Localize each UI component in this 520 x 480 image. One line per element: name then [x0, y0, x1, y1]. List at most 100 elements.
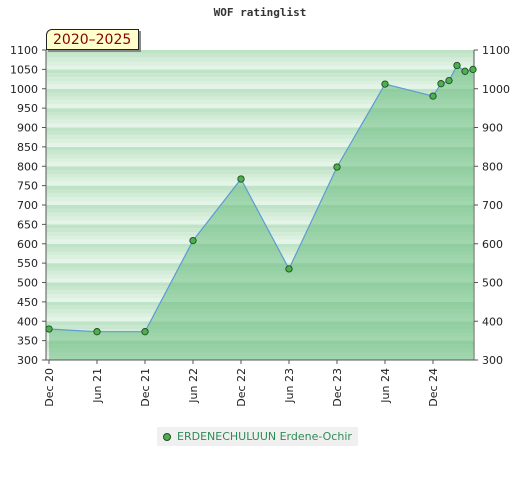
plot-band	[46, 108, 474, 112]
y-tick-label-left: 900	[17, 122, 38, 135]
legend-marker-icon	[163, 432, 171, 441]
plot-band	[46, 127, 474, 132]
data-point	[469, 65, 477, 74]
y-tick-label-left: 550	[17, 257, 38, 270]
y-tick-label-left: 350	[17, 335, 38, 348]
plot-band	[46, 177, 474, 182]
chart-title: WOF ratinglist	[213, 6, 307, 19]
plot-band	[46, 150, 474, 155]
plot-band	[46, 189, 474, 194]
plot-band	[46, 166, 474, 171]
x-tick-label: Jun 22	[187, 368, 200, 404]
plot-band	[46, 65, 474, 70]
legend-label: ERDENECHULUUN Erdene-Ochir	[177, 430, 352, 443]
plot-band	[46, 197, 474, 202]
plot-band	[46, 92, 474, 97]
x-tick-label: Dec 20	[43, 368, 56, 407]
plot-band	[46, 112, 474, 116]
data-point	[93, 328, 101, 336]
y-tick-label-left: 950	[17, 102, 38, 115]
data-point	[461, 67, 469, 75]
y-tick-label-right: 800	[482, 160, 503, 173]
data-point	[453, 61, 461, 70]
plot-band	[46, 174, 474, 178]
plot-band	[46, 104, 474, 109]
legend: ERDENECHULUUN Erdene-Ochir	[157, 427, 358, 446]
y-tick-label-right: 300	[482, 354, 503, 367]
data-point	[445, 76, 453, 85]
plot-band	[46, 53, 474, 58]
x-tick-label: Dec 24	[427, 368, 440, 407]
plot-band	[46, 50, 474, 54]
y-tick-label-right: 400	[482, 315, 503, 328]
x-tick-label: Dec 21	[139, 368, 152, 407]
plot-band	[46, 119, 474, 124]
data-point	[437, 80, 445, 88]
plot-band	[46, 193, 474, 198]
plot-band	[46, 185, 474, 190]
data-point	[237, 175, 245, 183]
plot-band	[46, 131, 474, 136]
y-tick-label-left: 450	[17, 296, 38, 309]
x-tick-label: Dec 23	[331, 368, 344, 407]
plot-band	[46, 135, 474, 140]
data-point	[429, 92, 437, 100]
series-markers-group	[45, 61, 477, 336]
plot-band	[46, 154, 474, 159]
plot-band	[46, 162, 474, 167]
y-tick-label-left: 800	[17, 160, 38, 173]
plot-band	[46, 69, 474, 74]
y-tick-label-left: 500	[17, 277, 38, 290]
y-tick-label-left: 1000	[10, 83, 38, 96]
y-tick-label-left: 850	[17, 141, 38, 154]
plot-band	[46, 139, 474, 143]
plot-band	[46, 81, 474, 85]
plot-band	[46, 57, 474, 62]
y-tick-label-left: 700	[17, 199, 38, 212]
data-point	[333, 163, 341, 171]
y-tick-label-right: 500	[482, 277, 503, 290]
data-point	[285, 265, 293, 273]
plot-band	[46, 88, 474, 93]
plot-band	[46, 205, 474, 209]
axes-group: 300 350 400 450 500 550 600 650 700 750 800 850 900 9…	[10, 44, 510, 407]
plot-band	[46, 170, 474, 174]
plot-band	[46, 208, 474, 213]
y-tick-label-right: 600	[482, 238, 503, 251]
plot-band	[46, 146, 474, 151]
x-tick-label: Jun 24	[379, 368, 392, 404]
y-tick-label-left: 300	[17, 354, 38, 367]
plot-band	[46, 100, 474, 105]
data-point	[45, 325, 53, 333]
plot-band	[46, 201, 474, 205]
y-tick-label-left: 750	[17, 180, 38, 193]
period-badge: 2020–2025	[46, 29, 140, 50]
x-tick-label: Jun 23	[283, 368, 296, 404]
plot-band	[46, 84, 474, 89]
plot-band	[46, 181, 474, 186]
plot-band	[46, 115, 474, 120]
plot-band	[46, 77, 474, 81]
series-area-fill	[49, 65, 473, 360]
plot-band	[46, 73, 474, 78]
data-point	[381, 80, 389, 88]
y-tick-label-right: 900	[482, 122, 503, 135]
plot-band	[46, 61, 474, 66]
y-tick-label-left: 650	[17, 218, 38, 231]
y-tick-label-left: 400	[17, 315, 38, 328]
plot-band	[46, 96, 474, 101]
y-tick-label-left: 1050	[10, 63, 38, 76]
plot-band	[46, 123, 474, 128]
data-point	[141, 328, 149, 336]
plot-band	[46, 143, 474, 147]
plot-band	[46, 158, 474, 163]
y-tick-label-right: 700	[482, 199, 503, 212]
y-tick-label-right: 1100	[482, 44, 510, 57]
data-point	[189, 236, 197, 245]
x-tick-label: Dec 22	[235, 368, 248, 407]
y-tick-label-right: 1000	[482, 83, 510, 96]
x-tick-label: Jun 21	[91, 368, 104, 404]
y-tick-label-left: 600	[17, 238, 38, 251]
y-tick-label-left: 1100	[10, 44, 38, 57]
